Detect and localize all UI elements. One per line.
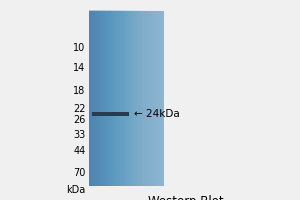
Text: Western Blot: Western Blot: [148, 195, 224, 200]
Text: 22: 22: [73, 104, 85, 114]
Bar: [88, 11, 164, 186]
Text: 70: 70: [73, 168, 86, 178]
Text: ← 24kDa: ← 24kDa: [134, 109, 179, 119]
Text: 10: 10: [73, 43, 86, 53]
Text: 26: 26: [73, 115, 86, 125]
Text: 18: 18: [73, 86, 86, 96]
Text: 14: 14: [73, 63, 86, 73]
Text: 44: 44: [73, 146, 86, 156]
Bar: [92, 112, 129, 116]
Text: 33: 33: [73, 130, 86, 140]
Text: kDa: kDa: [66, 185, 85, 195]
